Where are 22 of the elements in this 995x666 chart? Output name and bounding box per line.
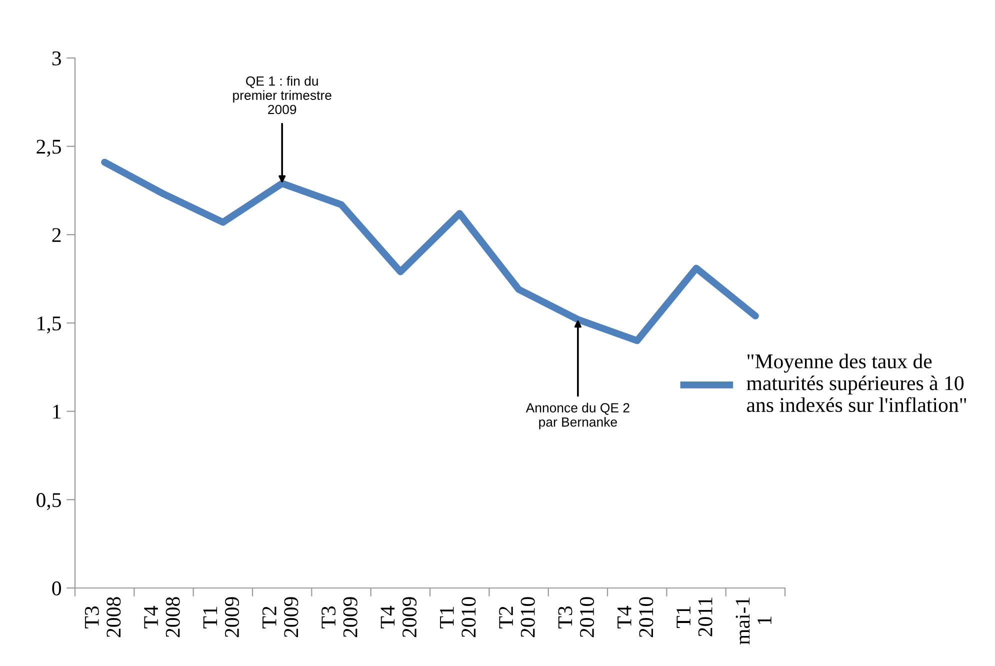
- y-tick-label: 0: [52, 581, 62, 596]
- x-tick-label: T4 2008: [144, 597, 180, 638]
- x-tick-label: T2 2010: [499, 597, 535, 638]
- y-tick-label: 1,5: [38, 316, 61, 334]
- x-tick-label: mai-1 1: [736, 598, 772, 644]
- y-tick-label: 0,5: [36, 493, 61, 510]
- y-tick-label: 2: [52, 228, 61, 242]
- legend-label: "Moyenne des taux de maturités supérieures à 10 ans indexés sur l'inflation": [746, 354, 966, 412]
- x-tick-label: T3 2008: [84, 597, 121, 638]
- y-tick-label: 3: [52, 51, 61, 66]
- annotation: QE 1 : fin du premier trimestre 2009: [233, 76, 332, 114]
- x-tick-label: T3 2009: [322, 597, 358, 638]
- x-tick-label: T1 2009: [203, 597, 240, 638]
- x-tick-label: T1 2010: [440, 597, 476, 638]
- x-tick-label: T1 2011: [676, 598, 712, 636]
- x-tick-label: T4 2010: [617, 597, 654, 638]
- x-tick-label: T3 2010: [558, 597, 594, 638]
- x-tick-label: T2 2009: [262, 597, 298, 638]
- annotation: Annonce du QE 2 par Bernanke: [526, 402, 630, 430]
- y-tick-label: 2,5: [36, 140, 61, 157]
- y-tick-label: 1: [53, 404, 61, 419]
- x-tick-label: T4 2009: [380, 597, 417, 638]
